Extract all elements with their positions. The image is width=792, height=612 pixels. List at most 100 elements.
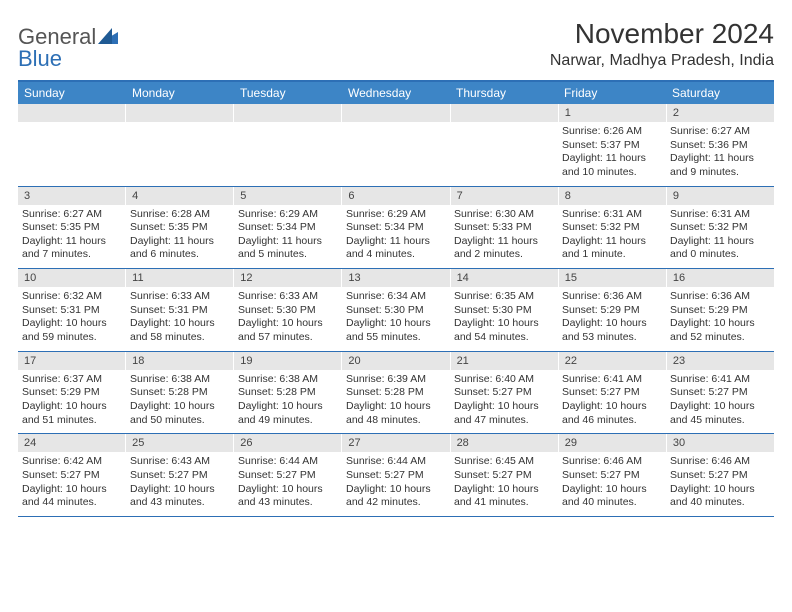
sunrise-text: Sunrise: 6:32 AM <box>22 290 122 304</box>
daylight-text: Daylight: 10 hours and 40 minutes. <box>670 483 770 510</box>
daylight-text: Daylight: 10 hours and 48 minutes. <box>346 400 446 427</box>
date-number-cell <box>234 104 342 122</box>
sunset-text: Sunset: 5:29 PM <box>22 386 122 400</box>
sunset-text: Sunset: 5:27 PM <box>238 469 338 483</box>
date-number-cell: 29 <box>559 434 667 452</box>
day-content-cell <box>18 122 126 186</box>
daylight-text: Daylight: 11 hours and 0 minutes. <box>670 235 770 262</box>
date-number-cell: 15 <box>559 269 667 287</box>
date-number-row: 3456789 <box>18 187 774 205</box>
daylight-text: Daylight: 11 hours and 5 minutes. <box>238 235 338 262</box>
sunset-text: Sunset: 5:37 PM <box>562 139 662 153</box>
sunrise-text: Sunrise: 6:30 AM <box>454 208 554 222</box>
day-content-row: Sunrise: 6:37 AMSunset: 5:29 PMDaylight:… <box>18 370 774 434</box>
day-content-cell: Sunrise: 6:33 AMSunset: 5:30 PMDaylight:… <box>234 287 342 351</box>
daylight-text: Daylight: 11 hours and 9 minutes. <box>670 152 770 179</box>
date-number-cell: 1 <box>559 104 667 122</box>
sunset-text: Sunset: 5:35 PM <box>22 221 122 235</box>
daylight-text: Daylight: 10 hours and 57 minutes. <box>238 317 338 344</box>
daylight-text: Daylight: 10 hours and 40 minutes. <box>562 483 662 510</box>
daylight-text: Daylight: 11 hours and 10 minutes. <box>562 152 662 179</box>
week-row: 3456789Sunrise: 6:27 AMSunset: 5:35 PMDa… <box>18 187 774 270</box>
dow-tuesday: Tuesday <box>234 82 342 104</box>
daylight-text: Daylight: 10 hours and 46 minutes. <box>562 400 662 427</box>
sunrise-text: Sunrise: 6:31 AM <box>562 208 662 222</box>
sunset-text: Sunset: 5:34 PM <box>346 221 446 235</box>
date-number-row: 17181920212223 <box>18 352 774 370</box>
daylight-text: Daylight: 10 hours and 45 minutes. <box>670 400 770 427</box>
day-content-cell: Sunrise: 6:31 AMSunset: 5:32 PMDaylight:… <box>666 205 774 269</box>
sunset-text: Sunset: 5:30 PM <box>238 304 338 318</box>
day-content-cell: Sunrise: 6:41 AMSunset: 5:27 PMDaylight:… <box>666 370 774 434</box>
sunset-text: Sunset: 5:36 PM <box>670 139 770 153</box>
daylight-text: Daylight: 11 hours and 6 minutes. <box>130 235 230 262</box>
date-number-cell: 28 <box>451 434 559 452</box>
sunrise-text: Sunrise: 6:28 AM <box>130 208 230 222</box>
date-number-cell: 20 <box>342 352 450 370</box>
sunrise-text: Sunrise: 6:27 AM <box>22 208 122 222</box>
sunset-text: Sunset: 5:31 PM <box>22 304 122 318</box>
sunrise-text: Sunrise: 6:29 AM <box>238 208 338 222</box>
date-number-cell: 27 <box>342 434 450 452</box>
sunrise-text: Sunrise: 6:33 AM <box>130 290 230 304</box>
date-number-cell: 11 <box>126 269 234 287</box>
date-number-cell: 4 <box>126 187 234 205</box>
dow-sunday: Sunday <box>18 82 126 104</box>
sunset-text: Sunset: 5:27 PM <box>130 469 230 483</box>
weeks-container: 12Sunrise: 6:26 AMSunset: 5:37 PMDayligh… <box>18 104 774 517</box>
day-content-cell: Sunrise: 6:27 AMSunset: 5:35 PMDaylight:… <box>18 205 126 269</box>
sunrise-text: Sunrise: 6:45 AM <box>454 455 554 469</box>
day-content-cell: Sunrise: 6:40 AMSunset: 5:27 PMDaylight:… <box>450 370 558 434</box>
sunset-text: Sunset: 5:27 PM <box>562 386 662 400</box>
calendar-grid: Sunday Monday Tuesday Wednesday Thursday… <box>18 80 774 517</box>
sunrise-text: Sunrise: 6:41 AM <box>562 373 662 387</box>
sunset-text: Sunset: 5:27 PM <box>346 469 446 483</box>
date-number-cell: 16 <box>667 269 774 287</box>
sunrise-text: Sunrise: 6:42 AM <box>22 455 122 469</box>
sunrise-text: Sunrise: 6:38 AM <box>238 373 338 387</box>
date-number-cell: 7 <box>451 187 559 205</box>
date-number-row: 24252627282930 <box>18 434 774 452</box>
day-content-cell: Sunrise: 6:46 AMSunset: 5:27 PMDaylight:… <box>666 452 774 516</box>
sunrise-text: Sunrise: 6:43 AM <box>130 455 230 469</box>
day-content-row: Sunrise: 6:32 AMSunset: 5:31 PM Daylight:… <box>18 287 774 351</box>
day-content-cell: Sunrise: 6:46 AMSunset: 5:27 PMDaylight:… <box>558 452 666 516</box>
date-number-cell: 21 <box>451 352 559 370</box>
daylight-text: Daylight: 11 hours and 2 minutes. <box>454 235 554 262</box>
sunset-text: Sunset: 5:29 PM <box>670 304 770 318</box>
date-number-row: 12 <box>18 104 774 122</box>
sunset-text: Sunset: 5:33 PM <box>454 221 554 235</box>
date-number-cell: 8 <box>559 187 667 205</box>
week-row: 10111213141516Sunrise: 6:32 AMSunset: 5:… <box>18 269 774 352</box>
date-number-cell: 18 <box>126 352 234 370</box>
daylight-text: Daylight: 10 hours and 41 minutes. <box>454 483 554 510</box>
date-number-cell: 23 <box>667 352 774 370</box>
daylight-text: Daylight: 10 hours and 47 minutes. <box>454 400 554 427</box>
sunrise-text: Sunrise: 6:40 AM <box>454 373 554 387</box>
date-number-cell: 26 <box>234 434 342 452</box>
day-content-cell <box>450 122 558 186</box>
day-content-cell: Sunrise: 6:27 AMSunset: 5:36 PMDaylight:… <box>666 122 774 186</box>
day-content-cell <box>342 122 450 186</box>
day-content-cell: Sunrise: 6:28 AMSunset: 5:35 PMDaylight:… <box>126 205 234 269</box>
daylight-text: Daylight: 10 hours and 43 minutes. <box>130 483 230 510</box>
sunrise-text: Sunrise: 6:41 AM <box>670 373 770 387</box>
sunset-text: Sunset: 5:34 PM <box>238 221 338 235</box>
day-content-cell: Sunrise: 6:29 AMSunset: 5:34 PMDaylight:… <box>342 205 450 269</box>
daylight-text: Daylight: 11 hours and 4 minutes. <box>346 235 446 262</box>
date-number-cell <box>451 104 559 122</box>
sunset-text: Sunset: 5:28 PM <box>238 386 338 400</box>
sunset-text: Sunset: 5:27 PM <box>670 386 770 400</box>
day-of-week-header: Sunday Monday Tuesday Wednesday Thursday… <box>18 82 774 104</box>
sunrise-text: Sunrise: 6:29 AM <box>346 208 446 222</box>
date-number-cell: 5 <box>234 187 342 205</box>
daylight-text: Daylight: 10 hours and 52 minutes. <box>670 317 770 344</box>
sunrise-text: Sunrise: 6:39 AM <box>346 373 446 387</box>
sunrise-text: Sunrise: 6:31 AM <box>670 208 770 222</box>
day-content-cell: Sunrise: 6:32 AMSunset: 5:31 PMDaylight:… <box>18 287 126 351</box>
date-number-cell <box>342 104 450 122</box>
week-row: 12Sunrise: 6:26 AMSunset: 5:37 PMDayligh… <box>18 104 774 187</box>
day-content-cell: Sunrise: 6:44 AMSunset: 5:27 PMDaylight:… <box>234 452 342 516</box>
sunset-text: Sunset: 5:30 PM <box>346 304 446 318</box>
dow-friday: Friday <box>558 82 666 104</box>
